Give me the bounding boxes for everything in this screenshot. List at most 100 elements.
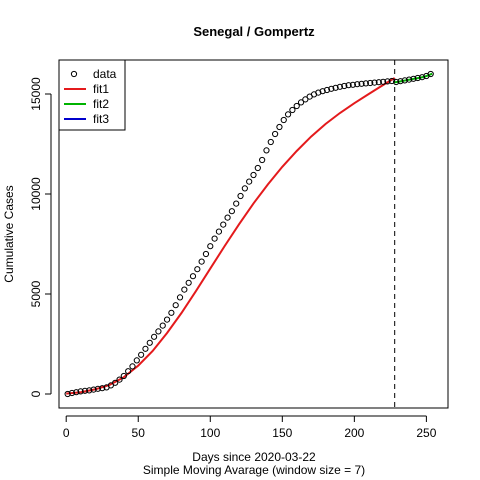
data-point xyxy=(138,351,145,358)
data-point xyxy=(86,387,93,394)
data-point xyxy=(267,138,274,146)
legend-label-fit1: fit1 xyxy=(93,82,109,96)
data-point xyxy=(129,363,136,370)
data-point xyxy=(90,386,97,393)
x-tick-label: 0 xyxy=(63,426,70,440)
y-axis: 0 5000 10000 15000 xyxy=(29,77,52,397)
data-point xyxy=(371,79,378,86)
data-point xyxy=(116,376,123,383)
x-axis-label: Days since 2020-03-22 xyxy=(192,450,316,464)
x-tick-label: 250 xyxy=(416,426,436,440)
data-point xyxy=(401,77,408,84)
data-point xyxy=(289,106,296,114)
data-point xyxy=(397,78,404,85)
data-point xyxy=(336,83,344,90)
y-axis-label: Cumulative Cases xyxy=(2,185,16,282)
data-point xyxy=(211,235,218,242)
data-point xyxy=(414,74,421,82)
data-point xyxy=(220,221,227,228)
data-point xyxy=(418,74,426,81)
data-point xyxy=(388,77,395,85)
data-point xyxy=(163,316,171,323)
legend-label-fit3: fit3 xyxy=(93,112,109,126)
data-point xyxy=(233,200,240,207)
data-point xyxy=(155,328,162,335)
data-point xyxy=(133,357,140,364)
data-point xyxy=(319,88,326,95)
data-point xyxy=(297,99,305,106)
data-point xyxy=(194,266,201,273)
data-point xyxy=(142,345,149,352)
chart-title: Senegal / Gompertz xyxy=(193,24,315,39)
data-point xyxy=(406,76,413,83)
data-point xyxy=(280,116,287,124)
data-point xyxy=(120,372,127,380)
data-point xyxy=(272,130,279,138)
data-point xyxy=(198,258,205,265)
data-point xyxy=(332,84,339,91)
legend-label-fit2: fit2 xyxy=(93,97,109,111)
data-point xyxy=(159,322,166,329)
data-point xyxy=(323,86,331,94)
data-point xyxy=(207,243,214,250)
data-point xyxy=(362,80,369,87)
data-point xyxy=(384,78,391,85)
data-point xyxy=(358,80,365,87)
data-point xyxy=(427,70,434,78)
data-point xyxy=(146,339,153,346)
y-tick-label: 0 xyxy=(29,390,43,397)
data-point xyxy=(77,388,84,395)
data-point xyxy=(64,390,71,398)
data-point xyxy=(94,385,102,392)
data-point xyxy=(250,171,257,179)
data-point xyxy=(410,75,417,82)
data-point xyxy=(68,389,76,397)
data-point xyxy=(202,250,210,258)
data-point xyxy=(150,333,158,340)
data-point xyxy=(224,214,231,221)
data-point xyxy=(189,273,197,280)
data-point xyxy=(367,79,374,87)
data-point xyxy=(302,96,309,103)
y-tick-label: 10000 xyxy=(29,177,43,211)
y-tick-label: 5000 xyxy=(29,280,43,307)
data-point xyxy=(125,368,132,375)
data-point xyxy=(237,192,244,200)
data-point xyxy=(345,82,352,89)
data-point xyxy=(241,185,248,192)
data-point xyxy=(341,82,348,90)
data-point xyxy=(263,147,270,154)
data-point xyxy=(380,78,387,85)
data-point xyxy=(375,79,382,86)
legend-marker-data xyxy=(70,70,78,78)
data-point xyxy=(176,294,184,301)
data-point xyxy=(293,102,300,110)
x-tick-label: 50 xyxy=(132,426,146,440)
data-point xyxy=(284,111,292,118)
x-axis: 0 50 100 150 200 250 xyxy=(63,415,437,440)
data-points xyxy=(64,70,434,398)
data-point xyxy=(228,208,235,215)
data-point xyxy=(254,164,261,172)
data-point xyxy=(112,379,119,386)
x-tick-label: 100 xyxy=(200,426,220,440)
plot-frame xyxy=(58,59,449,409)
data-point xyxy=(99,385,106,392)
data-point xyxy=(354,81,361,88)
x-tick-label: 150 xyxy=(272,426,292,440)
data-point xyxy=(215,228,223,235)
series-line-fit2 xyxy=(394,72,433,84)
legend-label-data: data xyxy=(93,67,117,81)
chart-subtitle: Simple Moving Avarage (window size = 7) xyxy=(143,463,365,477)
data-point xyxy=(246,178,253,185)
data-point xyxy=(73,389,80,396)
data-point xyxy=(315,89,322,96)
data-point xyxy=(276,123,283,131)
data-point xyxy=(181,286,188,293)
data-point xyxy=(349,81,357,88)
data-point xyxy=(393,78,400,86)
data-point xyxy=(172,302,179,309)
data-point xyxy=(185,279,192,286)
